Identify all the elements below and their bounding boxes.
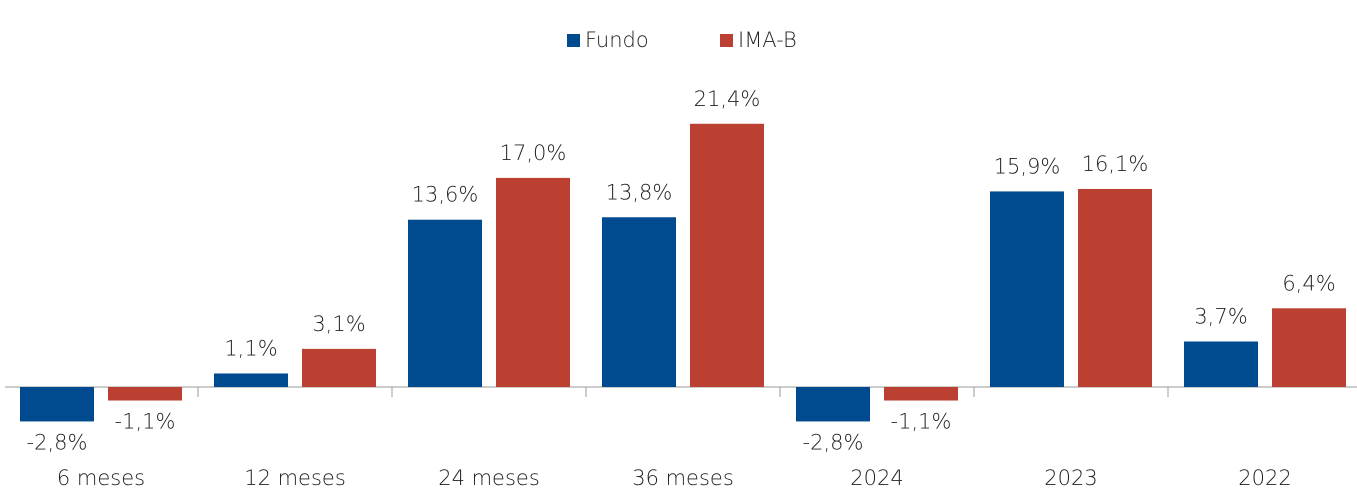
x-tick-label: 6 meses xyxy=(57,466,145,490)
data-label: 15,9% xyxy=(994,154,1061,178)
x-tick-label: 2022 xyxy=(1238,466,1291,490)
data-label: 3,1% xyxy=(312,312,365,336)
bar xyxy=(302,348,376,387)
x-tick-label: 2024 xyxy=(850,466,903,490)
bar xyxy=(1078,188,1152,387)
bar xyxy=(20,387,94,422)
bar xyxy=(602,217,676,387)
bar xyxy=(108,387,182,401)
bar xyxy=(408,219,482,387)
data-label: 13,8% xyxy=(606,180,673,204)
data-label: 17,0% xyxy=(500,141,567,165)
bar xyxy=(1272,308,1346,387)
bar xyxy=(496,177,570,387)
x-tick-label: 12 meses xyxy=(244,466,346,490)
x-tick-label: 2023 xyxy=(1044,466,1097,490)
data-label: 3,7% xyxy=(1194,304,1247,328)
bar xyxy=(1184,341,1258,387)
x-tick-label: 24 meses xyxy=(438,466,540,490)
legend-label: Fundo xyxy=(585,28,649,52)
data-label: -1,1% xyxy=(115,410,176,434)
data-label: 6,4% xyxy=(1282,271,1335,295)
data-label: 1,1% xyxy=(224,336,277,360)
data-label: -2,8% xyxy=(27,430,88,454)
bar xyxy=(796,387,870,422)
legend-swatch xyxy=(567,34,580,47)
data-label: 13,6% xyxy=(412,183,479,207)
data-label: -1,1% xyxy=(891,410,952,434)
data-label: 16,1% xyxy=(1082,152,1149,176)
data-label: -2,8% xyxy=(803,430,864,454)
bar xyxy=(990,191,1064,387)
bar xyxy=(884,387,958,401)
bar xyxy=(690,123,764,387)
legend-swatch xyxy=(720,34,733,47)
x-tick-label: 36 meses xyxy=(632,466,734,490)
legend-label: IMA-B xyxy=(738,28,797,52)
bar xyxy=(214,373,288,387)
data-label: 21,4% xyxy=(694,87,761,111)
